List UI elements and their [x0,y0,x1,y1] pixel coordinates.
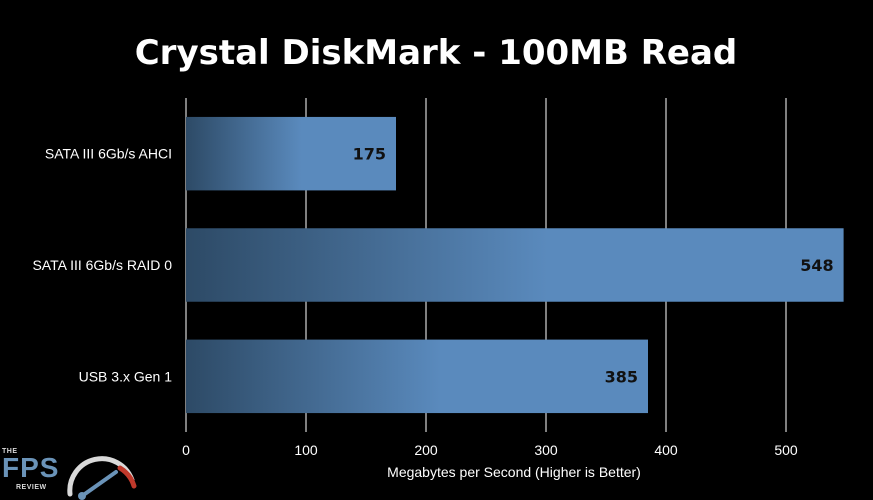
x-tick-label: 100 [294,442,318,458]
bars [186,116,844,414]
logo-bottom-text: REVIEW [16,484,47,491]
bar [186,339,648,414]
value-label: 385 [605,367,638,386]
category-label: SATA III 6Gb/s AHCI [45,146,172,162]
x-tick-label: 400 [654,442,678,458]
x-tick-labels: 0 100 200 300 400 500 [182,442,798,458]
fps-review-logo: THE FPS REVIEW [2,438,142,500]
category-labels: SATA III 6Gb/s AHCI SATA III 6Gb/s RAID 0… [32,146,172,385]
bar [186,116,396,191]
x-tick-label: 500 [774,442,798,458]
x-tick-label: 200 [414,442,438,458]
speedometer-icon [67,456,137,500]
x-tick-label: 300 [534,442,558,458]
logo-top-text: THE [2,448,18,455]
chart-title: Crystal DiskMark - 100MB Read [135,33,738,73]
x-tick-label: 0 [182,442,190,458]
value-label: 175 [353,145,386,164]
category-label: USB 3.x Gen 1 [79,368,173,384]
x-axis-title: Megabytes per Second (Higher is Better) [387,464,641,480]
value-label: 548 [800,256,833,275]
bar [186,228,844,302]
value-labels: 175 548 385 [353,145,834,387]
logo-main-text: FPS [2,452,60,483]
category-label: SATA III 6Gb/s RAID 0 [32,257,172,273]
